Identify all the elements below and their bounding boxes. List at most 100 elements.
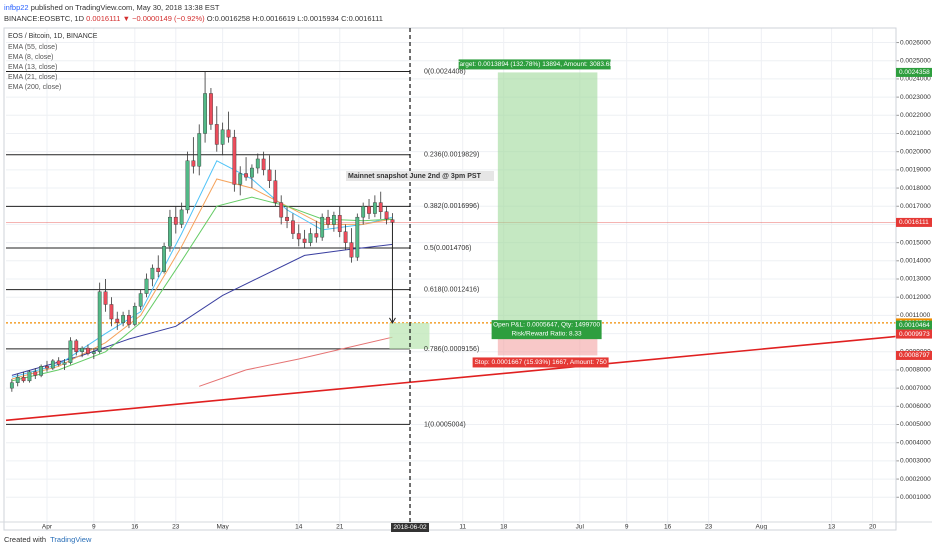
candle-body (185, 160, 190, 211)
y-tick-label: 0.0024000 (900, 76, 931, 83)
fib-label: 0.236(0.0019829) (424, 152, 479, 159)
candle-body (91, 351, 96, 354)
price-tag-label: 0.0010464 (899, 322, 930, 329)
y-tick-label: 0.0001000 (900, 494, 931, 501)
candle-body (103, 291, 108, 305)
y-tick-label: 0.0022000 (900, 112, 931, 119)
candle-body (302, 238, 307, 243)
marker-label-bg (391, 523, 430, 532)
candle-body (314, 233, 319, 238)
ema-line (199, 336, 393, 387)
y-tick-label: 0.0011000 (900, 312, 931, 319)
y-tick-label: 0.0021000 (900, 130, 931, 137)
candle-body (308, 233, 313, 243)
candle-body (361, 206, 366, 218)
y-tick-label: 0.0023000 (900, 94, 931, 101)
candle-body (255, 158, 260, 169)
candle-body (343, 231, 348, 243)
rr-label: Risk/Reward Ratio: 8.33 (512, 330, 582, 337)
x-tick-label: May (217, 524, 230, 531)
price-tag (896, 350, 932, 360)
candle-body (132, 306, 137, 325)
candle-body (261, 158, 266, 171)
ema-line (11, 178, 393, 380)
fib-label: 0.382(0.0016996) (424, 203, 479, 210)
x-tick-label: Aug (756, 524, 768, 531)
candle-body (109, 304, 114, 320)
ohlc: C:0.0016111 (341, 14, 383, 23)
candle-body (378, 202, 383, 212)
change: ▼ −0.0000149 (−0.92%) (122, 14, 205, 23)
ohlc: O:0.0016258 (206, 14, 251, 23)
ohlc: L:0.0015934 (297, 14, 339, 23)
candle-body (326, 216, 330, 225)
candle-body (203, 93, 207, 134)
x-tick-label: 9 (92, 524, 96, 531)
published: published on TradingView.com, May 30, 20… (30, 3, 220, 12)
candle-body (68, 340, 73, 363)
candle-body (273, 180, 278, 203)
marker-label: 2018-06-02 (393, 524, 427, 531)
candle-body (390, 219, 395, 223)
candle-body (156, 267, 161, 272)
fib-label: 0.786(0.0009156) (424, 346, 479, 353)
candle-body (232, 136, 237, 185)
footer: Created with TradingView (4, 535, 91, 544)
candle-body (50, 360, 55, 369)
author: infbp22 (4, 3, 29, 12)
candle-body (279, 202, 284, 218)
candle-body (320, 216, 325, 238)
candle-body (162, 246, 166, 272)
y-tick-label: 0.0026000 (900, 39, 931, 46)
candle-body (168, 216, 172, 247)
x-tick-label: 9 (625, 524, 629, 531)
price-tag (896, 329, 932, 339)
brand: TradingView (50, 535, 92, 544)
x-tick-label: 23 (172, 524, 180, 531)
candle-body (349, 242, 354, 258)
legend-entry: EMA (13, close) (8, 64, 57, 71)
ema-line (11, 243, 393, 376)
x-tick-label: 11 (459, 524, 466, 531)
candle-body (127, 315, 131, 325)
y-tick-label: 0.0013000 (900, 276, 931, 283)
candle-body (291, 220, 295, 234)
trendline (5, 335, 896, 422)
fib-label: 1(0.0005004) (424, 421, 466, 428)
x-tick-label: 23 (705, 524, 713, 531)
candle-body (337, 215, 342, 232)
price-tag (896, 320, 932, 330)
candle-body (214, 124, 219, 145)
candle-body (121, 315, 126, 323)
stop-label-bg (472, 357, 609, 368)
y-tick-label: 0.0002000 (900, 476, 931, 483)
candle-body (45, 366, 49, 369)
last-price: 0.0016111 (86, 14, 121, 23)
candle-body (367, 206, 371, 214)
plot-frame (3, 27, 897, 531)
y-tick-label: 0.0008000 (900, 367, 931, 374)
candle-body (296, 233, 301, 240)
stop-label: Stop: 0.0001667 (15.93%) 1667, Amount: 7… (474, 359, 607, 366)
candle-body (56, 360, 61, 365)
legend-title: EOS / Bitcoin, 1D, BINANCE (8, 33, 98, 40)
candle-body (150, 267, 155, 280)
candle-body (62, 362, 67, 365)
y-tick-label: 0.0014000 (900, 258, 931, 265)
price-tag (896, 67, 932, 77)
candle-body (238, 173, 243, 185)
candle-body (285, 216, 289, 221)
y-tick-label: 0.0017000 (900, 203, 931, 210)
x-tick-label: 16 (131, 524, 139, 531)
candle-body (39, 366, 44, 376)
fib-label: 0(0.0024408) (424, 68, 466, 75)
ema-line (11, 160, 393, 378)
arrow-head (389, 317, 396, 324)
legend-entry: EMA (21, close) (8, 74, 57, 81)
symbol: BINANCE:EOSBTC, 1D (4, 14, 85, 23)
y-tick-label: 0.0018000 (900, 185, 931, 192)
target-label: Target: 0.0013894 (132.78%) 13894, Amoun… (456, 61, 613, 68)
candle-body (27, 371, 32, 382)
